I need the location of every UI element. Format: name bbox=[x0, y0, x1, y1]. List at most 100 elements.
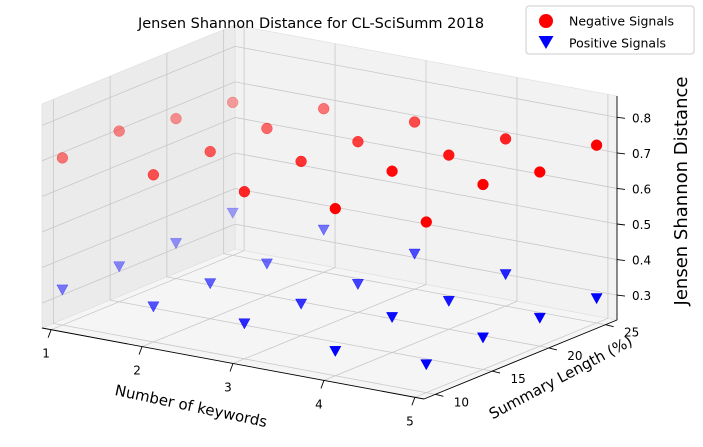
z-tick-mark bbox=[616, 152, 626, 155]
negative-signal-point bbox=[238, 186, 251, 198]
z-tick-label: 0.3 bbox=[632, 289, 651, 303]
negative-signal-point bbox=[499, 133, 512, 145]
positive-signal-point bbox=[420, 359, 433, 371]
positive-signal-point bbox=[147, 301, 160, 313]
z-tick-mark bbox=[616, 294, 626, 297]
x-gridline bbox=[323, 301, 518, 381]
z-gridline bbox=[234, 223, 618, 296]
y-tick-mark bbox=[492, 370, 501, 374]
x-tick-label: 5 bbox=[406, 414, 414, 428]
negative-signal-point bbox=[408, 116, 421, 128]
x-tick-label: 1 bbox=[42, 347, 50, 361]
z-gridline bbox=[41, 188, 236, 268]
z-gridline bbox=[41, 117, 236, 197]
x-tick-label: 4 bbox=[315, 397, 323, 411]
z-gridline bbox=[41, 81, 236, 162]
z-tick-label: 0.5 bbox=[632, 218, 651, 232]
chart-title: Jensen Shannon Distance for CL-SciSumm 2… bbox=[137, 16, 484, 32]
x-axis-label: Number of keywords bbox=[113, 381, 269, 431]
z-tick-label: 0.4 bbox=[632, 254, 651, 268]
y-tick-label: 10 bbox=[454, 395, 469, 409]
negative-signal-point bbox=[204, 145, 216, 158]
x-gridline bbox=[50, 250, 245, 331]
positive-signal-point bbox=[204, 278, 217, 290]
negative-signal-point bbox=[113, 125, 125, 137]
positive-signal-point bbox=[260, 258, 273, 270]
negative-signal-point bbox=[386, 165, 398, 177]
positive-signal-point bbox=[226, 207, 239, 219]
positive-signal-point bbox=[317, 224, 330, 236]
legend: Negative Signals Positive Signals bbox=[525, 5, 695, 55]
z-tick-mark bbox=[616, 116, 626, 119]
data-points bbox=[56, 96, 603, 371]
y-tick-label: 25 bbox=[624, 326, 639, 340]
positive-signal-point bbox=[351, 279, 364, 291]
positive-signal-point bbox=[533, 312, 546, 324]
positive-signal-point bbox=[329, 346, 342, 358]
y-tick-label: 20 bbox=[567, 349, 582, 363]
negative-signal-point bbox=[318, 103, 330, 115]
x-gridline bbox=[232, 284, 427, 364]
z-gridline bbox=[41, 45, 236, 126]
positive-signal-point bbox=[169, 238, 183, 250]
z-gridline bbox=[234, 81, 618, 154]
tick-labels: 1 2 3 4 5 10 15 20 25 0.3 0.4 0.5 0.6 0.7 0.8 bbox=[42, 111, 651, 428]
z-gridline bbox=[41, 223, 236, 304]
y-tick-mark bbox=[605, 324, 614, 328]
positive-signal-point bbox=[408, 248, 421, 260]
z-gridline bbox=[41, 152, 236, 233]
x-tick-mark bbox=[411, 397, 416, 406]
negative-signal-point bbox=[590, 139, 603, 151]
legend-marker-positive bbox=[538, 36, 554, 49]
y-gridline bbox=[223, 253, 606, 326]
z-tick-mark bbox=[616, 187, 626, 190]
x-gridline bbox=[141, 267, 336, 347]
negative-signal-point bbox=[295, 155, 307, 168]
z-tick-label: 0.6 bbox=[632, 182, 651, 196]
x-tick-mark bbox=[47, 329, 52, 338]
positive-signal-point bbox=[386, 312, 399, 324]
x-tick-mark bbox=[138, 346, 143, 355]
legend-label-negative: Negative Signals bbox=[569, 14, 674, 29]
z-tick-mark bbox=[616, 223, 626, 226]
z-axis-label: Jensen Shannon Distance bbox=[671, 77, 692, 307]
x-tick-label: 3 bbox=[224, 381, 232, 395]
positive-signal-point bbox=[113, 261, 126, 273]
positive-signal-point bbox=[499, 269, 512, 281]
negative-signal-point bbox=[56, 152, 69, 164]
negative-signal-point bbox=[443, 149, 455, 161]
negative-signal-point bbox=[147, 169, 160, 181]
z-tick-mark bbox=[616, 259, 626, 262]
negative-signal-point bbox=[420, 216, 432, 228]
y-gridline bbox=[53, 322, 436, 395]
negative-signal-point bbox=[477, 178, 489, 191]
negative-signal-point bbox=[261, 122, 273, 135]
positive-signal-point bbox=[295, 298, 308, 310]
positive-signal-point bbox=[590, 293, 603, 305]
y-tick-label: 15 bbox=[510, 372, 525, 386]
negative-signal-point bbox=[227, 96, 239, 109]
y-gridline bbox=[110, 299, 493, 372]
negative-signal-point bbox=[352, 136, 364, 148]
legend-label-positive: Positive Signals bbox=[569, 36, 666, 51]
z-gridline bbox=[234, 45, 618, 118]
x-tick-mark bbox=[229, 363, 234, 372]
positive-signal-point bbox=[476, 332, 490, 344]
positive-signal-point bbox=[442, 295, 455, 307]
positive-signal-point bbox=[238, 318, 251, 330]
legend-frame bbox=[525, 5, 695, 55]
negative-signal-point bbox=[329, 202, 341, 215]
y-axis-line bbox=[423, 319, 618, 400]
legend-marker-negative bbox=[539, 14, 553, 28]
positive-signal-point bbox=[56, 284, 69, 296]
z-tick-label: 0.8 bbox=[632, 111, 651, 125]
x-gridline bbox=[414, 317, 609, 398]
axis-panes bbox=[40, 24, 619, 400]
negative-signal-point bbox=[534, 166, 546, 178]
z-gridline bbox=[234, 117, 618, 189]
y-tick-mark bbox=[548, 347, 557, 351]
x-tick-label: 2 bbox=[133, 364, 141, 378]
axis-lines bbox=[41, 96, 626, 406]
z-tick-label: 0.7 bbox=[632, 147, 651, 161]
